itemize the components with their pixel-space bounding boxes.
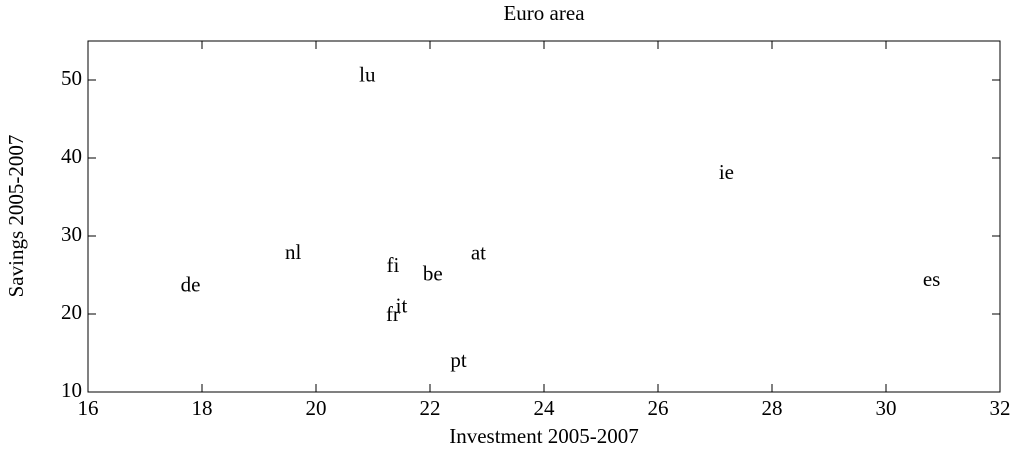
point-label: it — [396, 294, 408, 318]
x-tick-label: 28 — [762, 396, 783, 420]
x-tick-label: 22 — [420, 396, 441, 420]
plot-frame — [87, 40, 1001, 393]
y-axis-label: Savings 2005-2007 — [4, 135, 28, 298]
point-label: lu — [359, 63, 376, 87]
x-tick-label: 30 — [876, 396, 897, 420]
x-tick-label: 32 — [990, 396, 1011, 420]
point-label: pt — [450, 348, 467, 372]
x-tick-label: 20 — [306, 396, 327, 420]
x-axis-label: Investment 2005-2007 — [449, 424, 639, 448]
y-tick-label: 50 — [61, 66, 82, 90]
chart-title: Euro area — [503, 1, 585, 25]
point-label: be — [423, 262, 443, 286]
point-label: es — [923, 267, 941, 291]
point-label: ie — [719, 160, 734, 184]
x-tick-label: 26 — [648, 396, 669, 420]
y-tick-label: 10 — [61, 378, 82, 402]
y-tick-label: 40 — [61, 144, 82, 168]
y-tick-label: 30 — [61, 222, 82, 246]
point-label: nl — [285, 240, 302, 264]
x-tick-label: 16 — [78, 396, 99, 420]
point-label: fi — [387, 253, 400, 277]
point-label: de — [181, 273, 201, 297]
point-label: fr — [386, 302, 400, 326]
x-tick-label: 18 — [192, 396, 213, 420]
x-tick-label: 24 — [534, 396, 556, 420]
point-label: at — [471, 241, 486, 265]
y-tick-label: 20 — [61, 300, 82, 324]
